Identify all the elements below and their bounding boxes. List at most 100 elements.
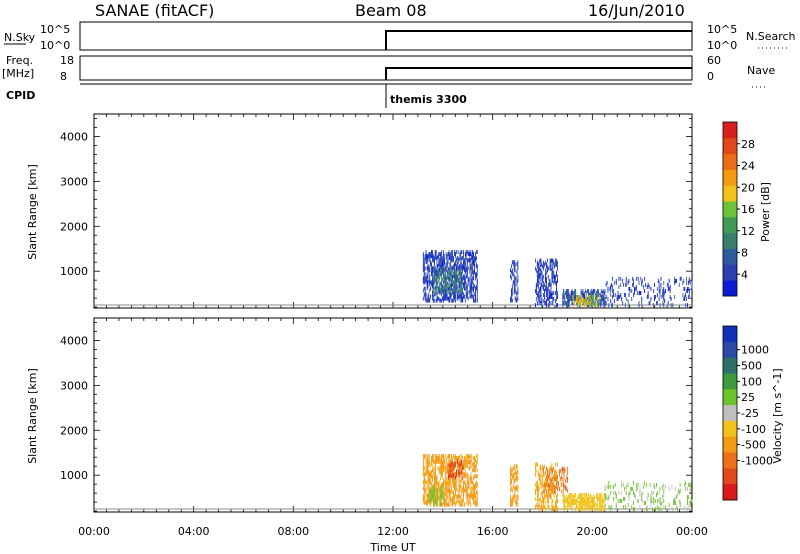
data-cell <box>464 270 466 275</box>
data-cell <box>441 492 443 497</box>
data-cell <box>546 286 548 291</box>
data-cell <box>446 283 448 288</box>
data-cell <box>570 503 572 508</box>
data-cell <box>458 258 460 263</box>
data-cell <box>451 266 453 271</box>
data-cell <box>687 505 689 510</box>
data-cell <box>558 481 559 486</box>
data-cell <box>546 291 548 295</box>
colorbar-segment <box>723 248 737 265</box>
data-cell <box>433 490 435 495</box>
data-cell <box>452 496 453 501</box>
data-cell <box>471 262 473 267</box>
data-cell <box>471 454 473 459</box>
data-cell <box>510 482 511 487</box>
data-cell <box>429 274 431 279</box>
data-cell <box>462 256 464 261</box>
data-cell <box>550 291 552 295</box>
data-cell <box>434 289 436 294</box>
data-cell <box>459 294 461 299</box>
data-cell <box>554 278 556 283</box>
data-cell <box>429 454 431 459</box>
data-cell <box>538 476 540 481</box>
data-cell <box>467 502 469 507</box>
data-cell <box>460 294 462 299</box>
data-cell <box>510 296 511 301</box>
data-cell <box>553 291 555 295</box>
data-cell <box>564 293 566 297</box>
data-cell <box>452 490 453 495</box>
data-cell <box>587 299 589 304</box>
data-cell <box>470 258 472 263</box>
data-cell <box>441 283 442 288</box>
data-cell <box>544 497 546 501</box>
data-cell <box>546 278 547 283</box>
data-cell <box>451 275 452 280</box>
data-cell <box>464 466 465 471</box>
data-cell <box>636 291 638 295</box>
data-cell <box>429 256 431 261</box>
data-cell <box>434 454 436 459</box>
data-cell <box>683 297 685 301</box>
data-cell <box>668 503 670 508</box>
data-cell <box>612 289 613 293</box>
data-cell <box>540 493 542 497</box>
data-cell <box>634 493 635 497</box>
data-cell <box>540 286 542 291</box>
data-cell <box>593 289 595 293</box>
data-cell <box>428 252 430 257</box>
data-cell <box>549 301 551 306</box>
data-cell <box>663 482 665 487</box>
data-cell <box>656 301 658 306</box>
data-cell <box>443 496 444 501</box>
data-cell <box>557 291 558 295</box>
data-cell <box>582 497 584 501</box>
data-cell <box>470 284 472 289</box>
data-cell <box>541 270 543 275</box>
data-cell <box>436 281 438 286</box>
data-cell <box>460 494 462 499</box>
data-cell <box>462 296 464 301</box>
data-cell <box>599 497 601 501</box>
data-cell <box>633 501 634 505</box>
data-cell <box>646 505 648 510</box>
data-cell <box>583 299 585 304</box>
data-cell <box>559 468 561 473</box>
data-cell <box>470 250 472 255</box>
data-cell <box>447 475 449 480</box>
data-cell <box>512 472 514 477</box>
data-cell <box>422 480 424 485</box>
data-cell <box>468 500 470 505</box>
data-cell <box>453 277 455 282</box>
data-cell <box>581 297 583 301</box>
data-cell <box>425 292 427 297</box>
data-cell <box>540 268 542 273</box>
data-cell <box>628 493 630 497</box>
data-cell <box>422 288 424 293</box>
data-cell <box>448 296 450 301</box>
data-cell <box>464 286 466 291</box>
data-cell <box>448 467 450 472</box>
data-cell <box>464 262 466 267</box>
data-cell <box>675 278 676 283</box>
data-cell <box>476 284 478 289</box>
data-cell <box>475 256 476 261</box>
data-cell <box>448 488 450 493</box>
data-cell <box>511 472 512 477</box>
data-cell <box>443 492 445 497</box>
data-cell <box>459 252 461 257</box>
data-cell <box>432 269 434 274</box>
data-cell <box>580 299 582 304</box>
data-cell <box>513 486 515 491</box>
data-cell <box>443 292 445 297</box>
data-cell <box>426 462 428 467</box>
data-cell <box>612 303 613 308</box>
data-cell <box>555 468 556 473</box>
data-cell <box>422 494 424 499</box>
data-cell <box>536 282 538 287</box>
data-cell <box>450 496 452 501</box>
data-cell <box>430 478 432 483</box>
data-cell <box>614 490 616 495</box>
data-cell <box>549 260 551 265</box>
data-cell <box>572 503 574 508</box>
